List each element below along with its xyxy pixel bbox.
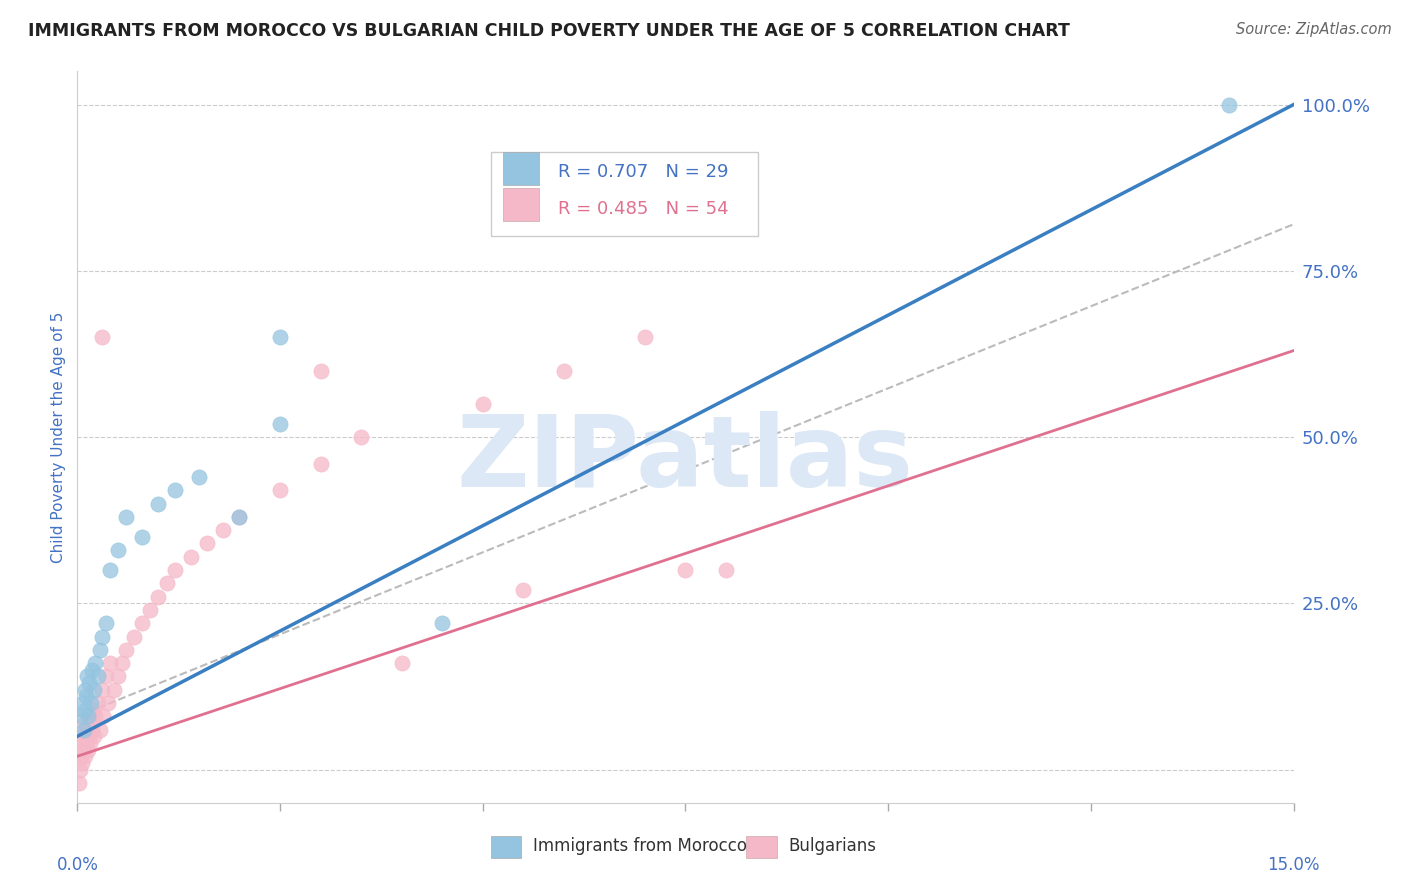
Point — [122, 630, 145, 644]
Point — [180, 549, 202, 564]
FancyBboxPatch shape — [503, 152, 540, 185]
Point — [79, 729, 101, 743]
Point — [269, 330, 291, 344]
Point — [103, 682, 125, 697]
Point — [269, 483, 291, 498]
Point — [82, 703, 104, 717]
Point — [70, 756, 93, 770]
Point — [77, 709, 100, 723]
Point — [69, 749, 91, 764]
Point — [89, 643, 111, 657]
Point — [714, 563, 737, 577]
Point — [309, 457, 332, 471]
Point — [86, 669, 108, 683]
Point — [97, 696, 120, 710]
Text: 15.0%: 15.0% — [1267, 856, 1320, 874]
Point — [195, 536, 218, 550]
Point — [111, 656, 134, 670]
Point — [512, 582, 534, 597]
Point — [67, 776, 90, 790]
Point — [430, 616, 453, 631]
Point — [75, 703, 97, 717]
Point — [98, 563, 121, 577]
Point — [139, 603, 162, 617]
Point — [84, 656, 107, 670]
Point — [75, 736, 97, 750]
Point — [73, 682, 96, 697]
Point — [90, 330, 112, 344]
Text: R = 0.485   N = 54: R = 0.485 N = 54 — [558, 200, 728, 218]
Point — [391, 656, 413, 670]
Point — [70, 709, 93, 723]
Point — [94, 669, 117, 683]
Text: IMMIGRANTS FROM MOROCCO VS BULGARIAN CHILD POVERTY UNDER THE AGE OF 5 CORRELATIO: IMMIGRANTS FROM MOROCCO VS BULGARIAN CHI… — [28, 22, 1070, 40]
Point — [634, 330, 657, 344]
Point — [675, 563, 697, 577]
Point — [188, 470, 211, 484]
Point — [228, 509, 250, 524]
FancyBboxPatch shape — [491, 836, 522, 858]
Point — [107, 543, 129, 558]
Text: R = 0.707   N = 29: R = 0.707 N = 29 — [558, 163, 728, 181]
Point — [90, 682, 112, 697]
Point — [131, 530, 153, 544]
Point — [309, 363, 332, 377]
Point — [75, 716, 97, 731]
Point — [228, 509, 250, 524]
Point — [553, 363, 575, 377]
Point — [115, 643, 138, 657]
Point — [90, 630, 112, 644]
Point — [155, 576, 177, 591]
Point — [212, 523, 235, 537]
Point — [80, 723, 103, 737]
Text: Bulgarians: Bulgarians — [789, 837, 877, 855]
Point — [148, 497, 170, 511]
Point — [86, 696, 108, 710]
FancyBboxPatch shape — [503, 188, 540, 221]
Text: Source: ZipAtlas.com: Source: ZipAtlas.com — [1236, 22, 1392, 37]
Point — [471, 397, 494, 411]
Text: 0.0%: 0.0% — [56, 856, 98, 874]
Point — [80, 716, 103, 731]
Point — [73, 729, 96, 743]
Point — [84, 709, 107, 723]
Point — [73, 723, 96, 737]
Point — [73, 723, 96, 737]
Point — [83, 682, 105, 697]
Point — [91, 709, 114, 723]
Point — [76, 709, 98, 723]
Point — [148, 590, 170, 604]
Point — [89, 723, 111, 737]
Text: Immigrants from Morocco: Immigrants from Morocco — [533, 837, 748, 855]
Point — [79, 676, 101, 690]
Point — [75, 690, 97, 704]
Point — [80, 663, 103, 677]
Point — [76, 669, 98, 683]
Point — [269, 417, 291, 431]
Point — [350, 430, 373, 444]
Point — [115, 509, 138, 524]
Point — [131, 616, 153, 631]
Point — [70, 736, 93, 750]
FancyBboxPatch shape — [491, 152, 758, 235]
Point — [76, 723, 98, 737]
Point — [107, 669, 129, 683]
Point — [69, 763, 91, 777]
Text: ZIPatlas: ZIPatlas — [457, 410, 914, 508]
Point — [79, 736, 101, 750]
Point — [76, 742, 98, 756]
Point — [83, 729, 105, 743]
Point — [163, 483, 186, 498]
Point — [1218, 97, 1240, 112]
FancyBboxPatch shape — [747, 836, 776, 858]
Point — [75, 749, 97, 764]
Point — [98, 656, 121, 670]
Point — [94, 616, 117, 631]
Point — [163, 563, 186, 577]
Point — [72, 696, 94, 710]
Y-axis label: Child Poverty Under the Age of 5: Child Poverty Under the Age of 5 — [51, 311, 66, 563]
Point — [72, 742, 94, 756]
Point — [80, 696, 103, 710]
